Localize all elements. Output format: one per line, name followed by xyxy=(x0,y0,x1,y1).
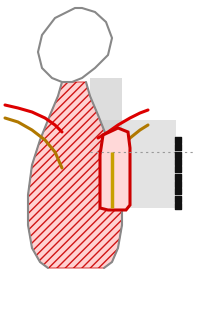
Polygon shape xyxy=(100,128,130,210)
Bar xyxy=(90,78,122,208)
Point xyxy=(176,174,180,179)
Point xyxy=(176,138,180,142)
Point xyxy=(176,181,180,186)
Polygon shape xyxy=(38,8,112,82)
Point xyxy=(176,189,180,194)
Bar xyxy=(96,120,176,208)
Polygon shape xyxy=(28,82,122,268)
Point xyxy=(176,145,180,150)
Point xyxy=(176,204,180,209)
Point xyxy=(176,159,180,164)
Point xyxy=(176,196,180,201)
Point xyxy=(176,152,180,157)
Point xyxy=(176,167,180,172)
